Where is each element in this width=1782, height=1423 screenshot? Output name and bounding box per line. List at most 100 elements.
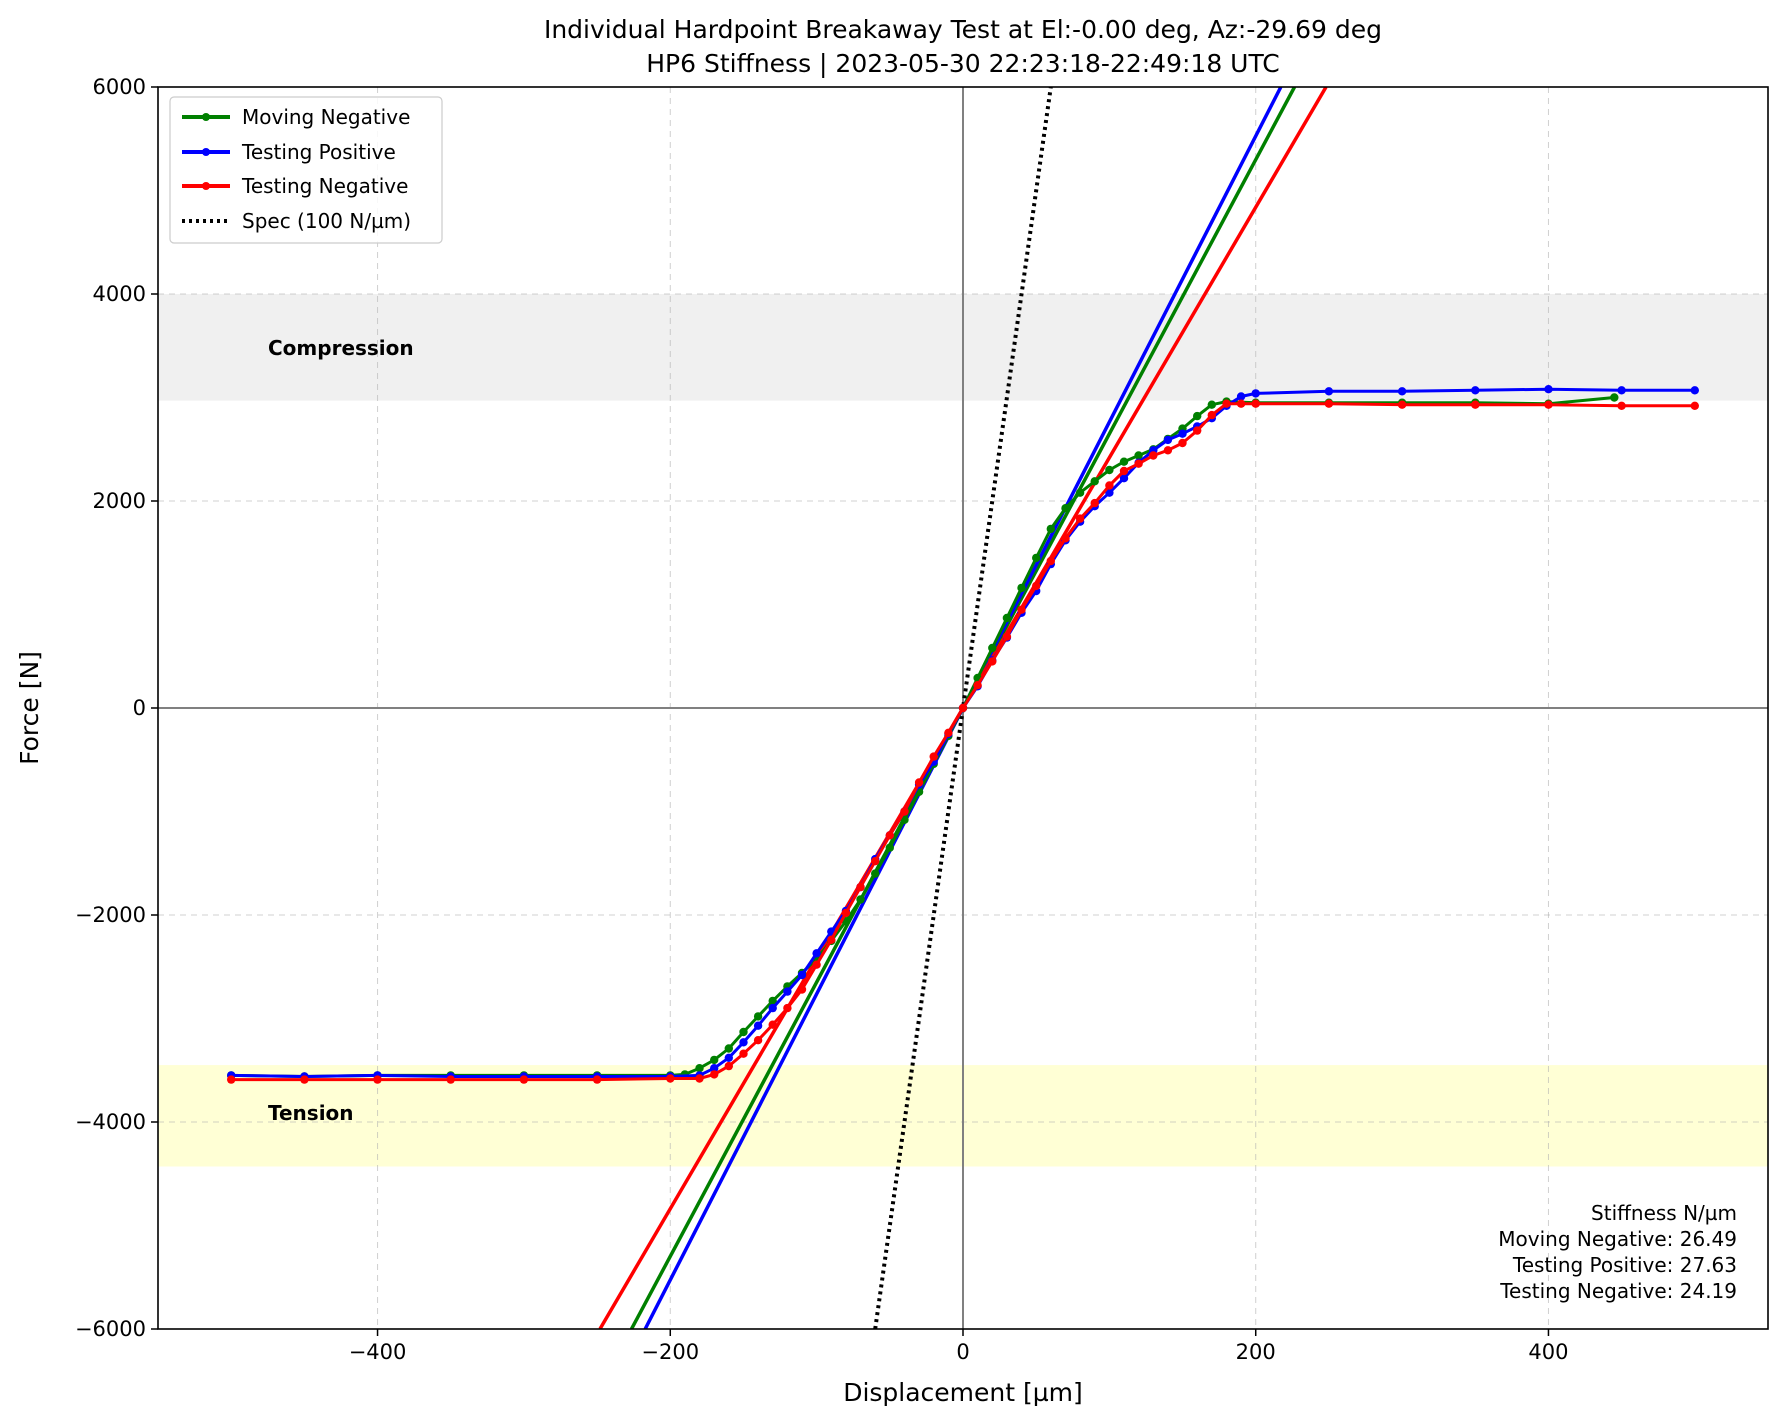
chart-subtitle: HP6 Stiffness | 2023-05-30 22:23:18-22:4… — [646, 49, 1279, 78]
data-point-testing-negative — [1163, 446, 1173, 455]
legend-label-testing-positive: Testing Positive — [241, 140, 396, 164]
y-tick-label: −2000 — [75, 903, 146, 927]
data-point-testing-negative — [1017, 605, 1026, 614]
data-point-moving-negative — [1134, 451, 1143, 460]
stats-line-moving-negative: Moving Negative: 26.49 — [1498, 1227, 1737, 1251]
data-point-testing-negative — [1061, 534, 1070, 543]
data-point-testing-negative — [1222, 399, 1231, 408]
data-point-testing-negative — [1236, 399, 1246, 408]
data-point-testing-positive — [710, 1064, 719, 1073]
data-point-testing-negative — [988, 657, 997, 666]
data-point-testing-negative — [768, 1020, 777, 1029]
data-point-testing-negative — [900, 807, 909, 816]
data-point-testing-negative — [739, 1049, 748, 1058]
data-point-testing-negative — [446, 1075, 455, 1084]
data-point-testing-negative — [827, 935, 836, 944]
data-point-testing-positive — [1105, 488, 1114, 497]
data-point-moving-negative — [1090, 477, 1099, 486]
data-point-moving-negative — [856, 895, 865, 904]
y-tick-label: 6000 — [93, 75, 146, 99]
stiffness-stats: Stiffness N/µm Moving Negative: 26.49 Te… — [1498, 1201, 1737, 1303]
y-tick-label: 2000 — [93, 489, 146, 513]
data-point-testing-negative — [914, 778, 924, 787]
data-point-moving-negative — [1046, 524, 1056, 534]
data-point-testing-negative — [1544, 400, 1553, 409]
data-point-moving-negative — [724, 1044, 733, 1053]
data-point-testing-negative — [1105, 481, 1114, 490]
data-point-testing-negative — [710, 1070, 719, 1079]
data-point-testing-negative — [1397, 400, 1407, 409]
data-point-testing-negative — [958, 703, 968, 713]
series-moving-negative — [227, 393, 1619, 1081]
y-tick-label: 4000 — [93, 282, 146, 306]
data-point-testing-positive — [1617, 386, 1626, 395]
data-point-testing-positive — [724, 1053, 733, 1063]
data-point-testing-negative — [929, 752, 938, 761]
data-point-testing-negative — [1090, 498, 1099, 508]
x-tick-label: 200 — [1236, 1340, 1276, 1364]
data-point-testing-negative — [1032, 581, 1041, 591]
data-point-testing-positive — [1236, 392, 1246, 401]
data-point-moving-negative — [1207, 400, 1217, 409]
data-point-testing-negative — [592, 1075, 602, 1084]
legend-marker-testing-positive — [202, 148, 210, 156]
data-point-testing-negative — [666, 1074, 675, 1083]
data-point-moving-negative — [988, 643, 997, 653]
data-point-moving-negative — [739, 1027, 748, 1037]
data-point-testing-positive — [753, 1021, 763, 1030]
data-point-testing-positive — [1119, 474, 1129, 483]
data-point-testing-negative — [1690, 401, 1700, 410]
data-point-moving-negative — [1017, 583, 1026, 593]
data-point-testing-negative — [300, 1075, 309, 1084]
data-point-moving-negative — [710, 1055, 719, 1065]
data-point-moving-negative — [1105, 465, 1114, 475]
data-point-testing-negative — [1324, 399, 1334, 408]
data-point-testing-positive — [739, 1038, 748, 1047]
y-axis-label: Force [N] — [15, 651, 44, 765]
x-tick-label: 0 — [956, 1340, 969, 1364]
data-point-testing-negative — [1134, 459, 1143, 468]
stats-line-testing-positive: Testing Positive: 27.63 — [1512, 1253, 1737, 1277]
data-point-moving-negative — [1002, 613, 1012, 623]
data-point-testing-positive — [1163, 435, 1173, 445]
data-point-moving-negative — [695, 1064, 704, 1073]
legend: Moving Negative Testing Positive Testing… — [169, 96, 443, 244]
data-point-testing-positive — [1251, 389, 1260, 398]
data-point-testing-positive — [1690, 386, 1700, 395]
data-point-testing-negative — [885, 831, 894, 840]
data-point-testing-positive — [1324, 387, 1334, 396]
data-point-testing-positive — [783, 987, 792, 996]
data-point-moving-negative — [1119, 457, 1129, 466]
data-point-testing-negative — [841, 908, 851, 918]
data-point-testing-negative — [812, 960, 821, 969]
data-point-testing-negative — [783, 1003, 792, 1013]
data-point-moving-negative — [1075, 488, 1085, 497]
band-label-tension: Tension — [268, 1101, 354, 1125]
data-point-testing-negative — [1178, 438, 1187, 448]
stats-line-testing-negative: Testing Negative: 24.19 — [1499, 1279, 1737, 1303]
data-point-testing-negative — [519, 1075, 529, 1084]
data-point-testing-negative — [1075, 514, 1085, 523]
series-line-moving-negative — [231, 396, 1615, 1078]
data-point-testing-negative — [1119, 466, 1129, 476]
data-point-testing-positive — [812, 949, 821, 958]
data-point-testing-positive — [768, 1003, 777, 1013]
spec-line — [873, 87, 1053, 1329]
data-point-testing-negative — [856, 882, 865, 892]
y-tick-label: −6000 — [75, 1317, 146, 1341]
legend-label-moving-negative: Moving Negative — [242, 105, 410, 129]
data-point-moving-negative — [1193, 411, 1202, 421]
data-point-testing-negative — [695, 1074, 704, 1083]
data-point-moving-negative — [1032, 553, 1041, 563]
data-point-moving-negative — [871, 869, 880, 878]
y-tick-label: 0 — [133, 696, 146, 720]
data-point-testing-negative — [724, 1061, 733, 1071]
data-point-moving-negative — [1061, 504, 1070, 513]
series-line-testing-negative — [231, 402, 1695, 1082]
data-point-testing-negative — [1046, 556, 1056, 566]
data-point-testing-negative — [871, 857, 880, 866]
legend-label-testing-negative: Testing Negative — [241, 174, 408, 198]
stats-title: Stiffness N/µm — [1591, 1201, 1737, 1225]
data-point-moving-negative — [768, 996, 777, 1006]
